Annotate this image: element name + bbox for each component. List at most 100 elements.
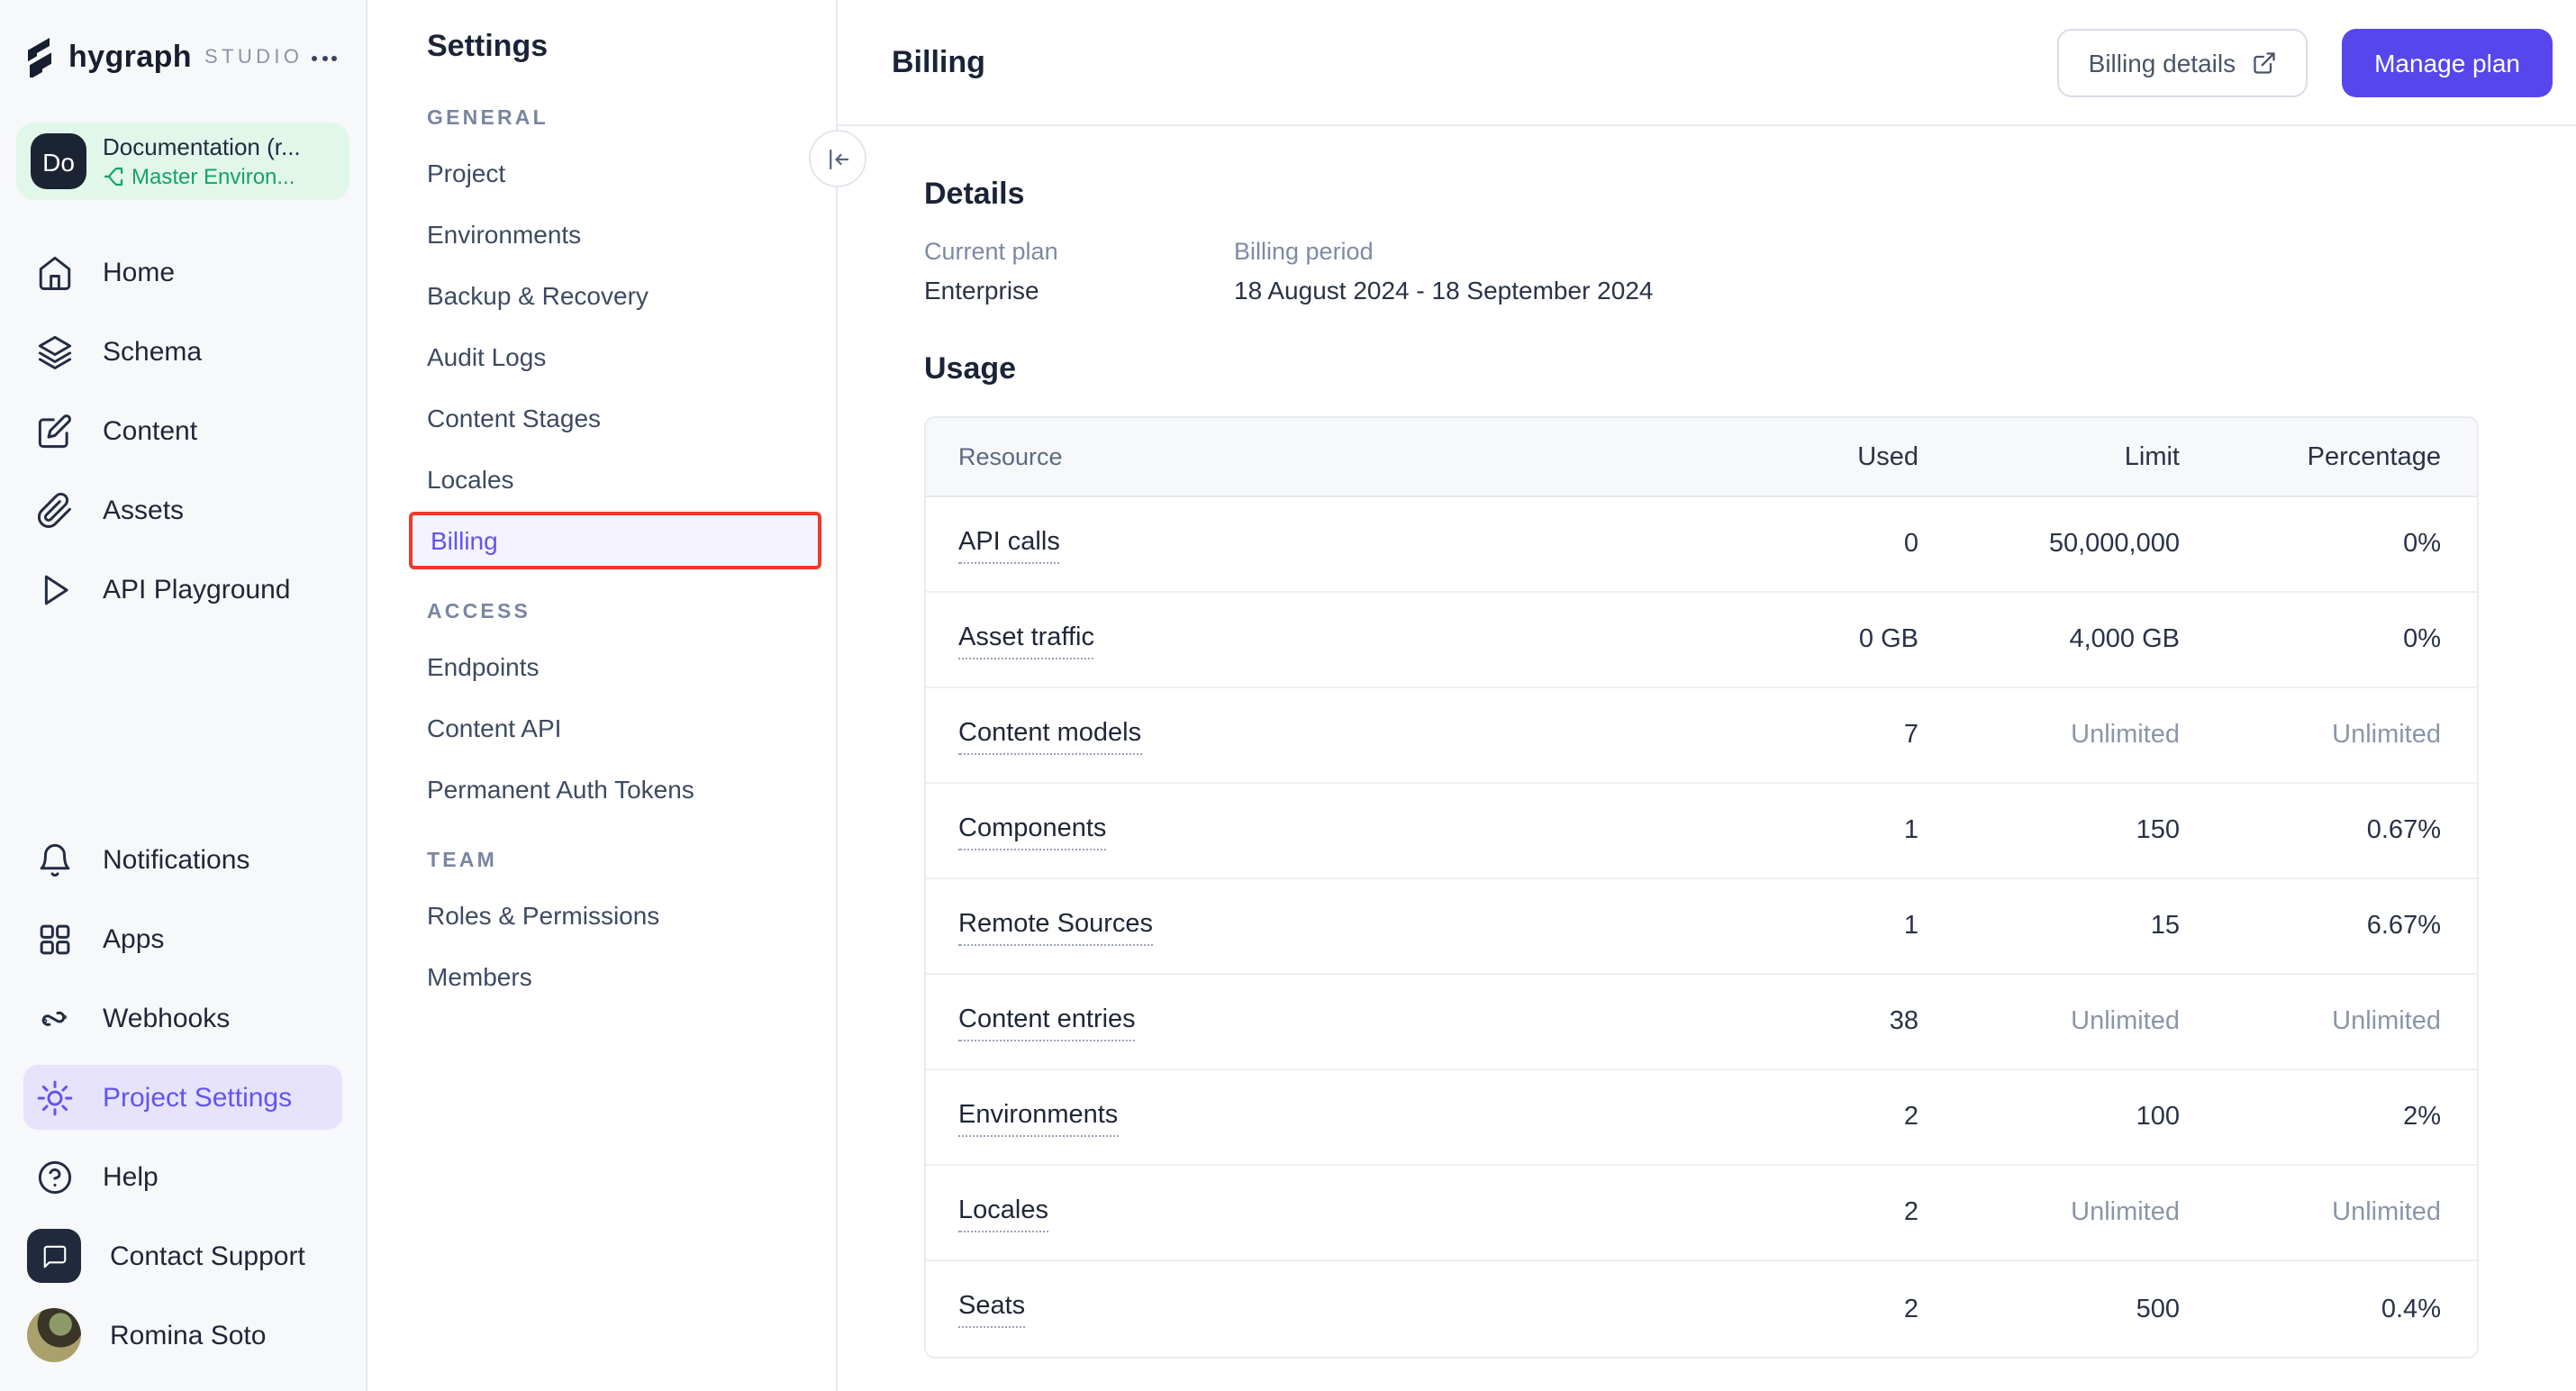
resource-tooltip-trigger[interactable]: Locales [958,1196,1048,1232]
resource-tooltip-trigger[interactable]: Seats [958,1292,1026,1328]
brand: hygraph STUDIO [0,22,366,86]
usage-heading: Usage [924,351,1017,386]
settings-item-project[interactable]: Project [427,159,506,187]
settings-item-roles-permissions[interactable]: Roles & Permissions [427,901,660,930]
billing-content: Details Current plan Billing period Ente… [838,126,2576,1359]
settings-item-content-api[interactable]: Content API [427,714,562,742]
api-playground-play-icon [44,574,68,605]
sidebar-item-label: Schema [103,336,203,367]
settings-panel: Settings GENERAL Project Environments Ba… [367,0,838,1391]
sidebar-item-label: Help [103,1161,159,1192]
resource-tooltip-trigger[interactable]: Content models [958,718,1142,754]
sidebar-item-content[interactable]: Content [0,391,366,470]
settings-item-billing-active-annotated[interactable]: Billing [409,512,821,569]
sidebar-item-label: Project Settings [103,1082,293,1113]
sidebar-item-label: Content [103,415,198,446]
sidebar-item-label: API Playground [103,574,291,605]
table-row-seats: Seats 2 500 0.4% [926,1261,2477,1357]
gear-icon [37,1079,73,1115]
sidebar-item-schema[interactable]: Schema [0,312,366,391]
help-circle-icon [38,1159,72,1194]
main-pane: Billing Billing details Manage plan Deta… [809,0,2576,1391]
collapse-arrow-icon [829,148,848,169]
more-options-icon[interactable] [304,44,344,71]
sidebar-primary-nav: Home Schema Content Assets API Playgroun… [0,232,366,629]
settings-panel-title: Settings [427,29,549,63]
column-limit: Limit [2124,442,2180,471]
notifications-bell-icon [40,842,70,876]
sidebar-item-home[interactable]: Home [0,232,366,312]
resource-tooltip-trigger[interactable]: Components [958,814,1107,850]
billing-details-button[interactable]: Billing details [2057,28,2308,96]
billing-period-value: 18 August 2024 - 18 September 2024 [1234,276,1654,305]
settings-item-environments[interactable]: Environments [427,220,582,249]
project-avatar: Do [31,133,86,189]
sidebar-item-apps[interactable]: Apps [0,899,366,978]
settings-item-content-stages[interactable]: Content Stages [427,404,602,432]
settings-section-general: GENERAL [427,108,549,130]
resource-tooltip-trigger[interactable]: API calls [958,527,1060,563]
schema-layers-icon [38,334,72,368]
table-row-remote-sources: Remote Sources 1 15 6.67% [926,879,2477,975]
sidebar-item-api-playground[interactable]: API Playground [0,550,366,629]
page-title: Billing [892,44,985,78]
sidebar-secondary-nav: Notifications Apps Webhooks Project Sett… [0,820,366,1375]
settings-item-locales[interactable]: Locales [427,465,514,494]
environment-label: Master Environ... [103,164,301,189]
external-link-icon [2254,51,2275,73]
resource-tooltip-trigger[interactable]: Remote Sources [958,909,1153,945]
user-name: Romina Soto [110,1320,267,1350]
sidebar-item-notifications[interactable]: Notifications [0,820,366,899]
table-row-content-entries: Content entries 38 Unlimited Unlimited [926,975,2477,1070]
sidebar-item-label: Assets [103,495,185,525]
resource-tooltip-trigger[interactable]: Content entries [958,1005,1136,1041]
collapse-sidebar-button[interactable] [809,130,866,187]
content-edit-icon [38,414,71,448]
settings-item-permanent-auth-tokens[interactable]: Permanent Auth Tokens [427,775,694,804]
table-row-environments: Environments 2 100 2% [926,1070,2477,1166]
column-percentage: Percentage [2307,442,2441,471]
settings-section-team: TEAM [427,850,497,872]
settings-item-endpoints[interactable]: Endpoints [427,652,540,681]
user-menu[interactable]: Romina Soto [0,1296,366,1375]
sidebar-item-contact-support[interactable]: Contact Support [0,1216,366,1296]
current-plan-label: Current plan [924,238,1058,265]
avatar [27,1308,81,1362]
column-used: Used [1857,442,1918,471]
sidebar-item-label: Apps [103,923,165,954]
settings-item-backup-recovery[interactable]: Backup & Recovery [427,281,649,310]
webhooks-icon [41,1010,68,1025]
assets-paperclip-icon [37,492,71,527]
usage-table: Resource Used Limit Percentage API calls… [924,416,2479,1359]
manage-plan-button[interactable]: Manage plan [2342,28,2553,96]
page-header: Billing Billing details Manage plan [838,0,2576,126]
brand-suffix: STUDIO [204,47,304,68]
sidebar-item-help[interactable]: Help [0,1137,366,1216]
details-heading: Details [924,177,1025,211]
branch-shuffle-icon [104,167,123,186]
sidebar-item-label: Webhooks [103,1003,231,1033]
sidebar-item-webhooks[interactable]: Webhooks [0,978,366,1058]
sidebar-item-project-settings[interactable]: Project Settings [23,1065,342,1130]
hygraph-logo-icon [28,38,51,77]
sidebar-item-label: Contact Support [110,1241,305,1271]
resource-tooltip-trigger[interactable]: Asset traffic [958,623,1094,659]
table-row-asset-traffic: Asset traffic 0 GB 4,000 GB 0% [926,593,2477,688]
billing-period-label: Billing period [1234,238,1374,265]
usage-table-header: Resource Used Limit Percentage [926,418,2477,497]
project-name: Documentation (r... [103,133,301,160]
home-icon [39,255,71,289]
sidebar-item-label: Home [103,257,176,287]
table-row-api-calls: API calls 0 50,000,000 0% [926,497,2477,593]
current-plan-value: Enterprise [924,276,1039,305]
project-switcher[interactable]: Do Documentation (r... Master Environ... [16,123,349,200]
plan-details: Current plan Billing period Enterprise 1… [924,238,2479,305]
sidebar-item-label: Notifications [103,844,250,875]
sidebar-item-assets[interactable]: Assets [0,470,366,550]
settings-item-audit-logs[interactable]: Audit Logs [427,342,547,371]
table-row-locales: Locales 2 Unlimited Unlimited [926,1166,2477,1261]
settings-item-members[interactable]: Members [427,962,532,991]
resource-tooltip-trigger[interactable]: Environments [958,1100,1119,1136]
brand-name: hygraph [68,40,192,74]
